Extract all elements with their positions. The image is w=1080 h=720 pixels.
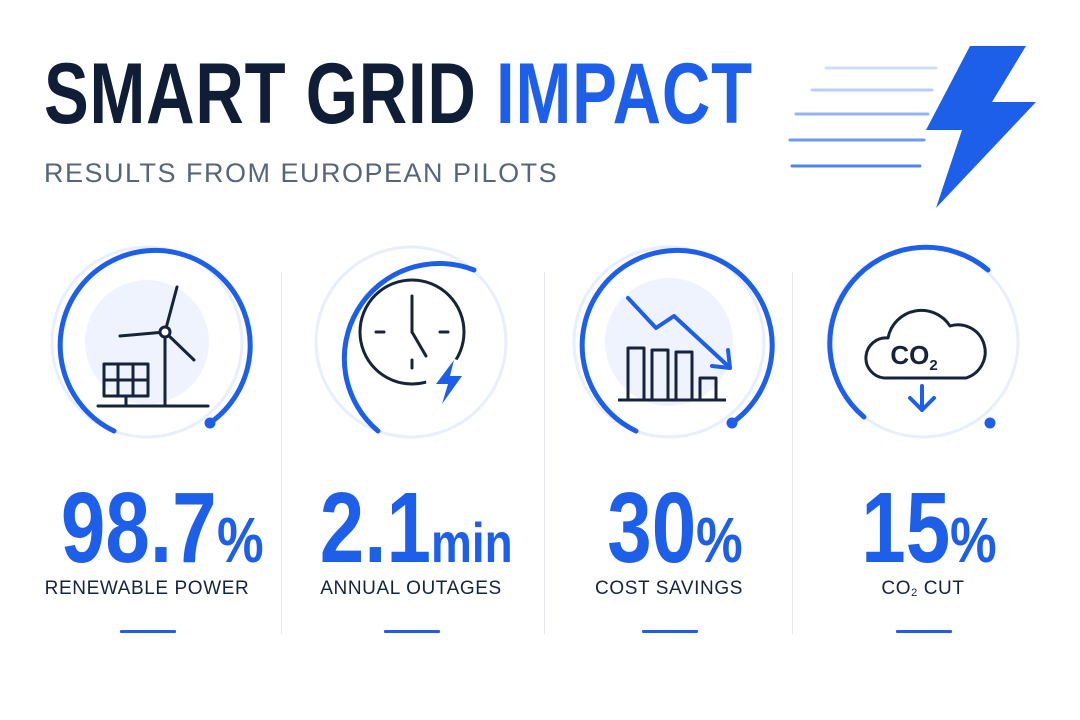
stat-value: 30% — [607, 472, 743, 584]
column-divider — [792, 272, 793, 634]
stat-card-co2-cut: CO2 15% CO2 CUT — [798, 240, 1048, 640]
stat-label: RENEWABLE POWER — [44, 578, 250, 599]
page-title: SMART GRID IMPACT — [44, 46, 753, 142]
page-subtitle: RESULTS FROM EUROPEAN PILOTS — [44, 158, 559, 188]
stat-label: COST SAVINGS — [595, 578, 743, 599]
stat-underline — [384, 630, 440, 633]
svg-text:CO2: CO2 — [890, 340, 937, 374]
stat-underline — [120, 630, 176, 633]
stat-value: 15% — [861, 472, 997, 584]
declining-bar-chart-icon — [572, 245, 775, 439]
stat-underline — [896, 630, 952, 633]
stat-value: 2.1min — [319, 472, 513, 584]
clock-lightning-icon — [314, 245, 508, 439]
co2-cloud-down-icon: CO2 — [826, 244, 1020, 439]
stat-underline — [642, 630, 698, 633]
stat-card-renewable-power: 98.7% RENEWABLE POWER — [22, 240, 272, 640]
stat-card-cost-savings: 30% COST SAVINGS — [544, 240, 794, 640]
header: SMART GRID IMPACT RESULTS FROM EUROPEAN … — [44, 40, 784, 200]
lightning-bolt-icon — [788, 46, 1036, 208]
stat-value: 98.7% — [60, 472, 264, 584]
column-divider — [281, 272, 282, 634]
stat-card-annual-outages: 2.1min ANNUAL OUTAGES — [286, 240, 536, 640]
stat-label: ANNUAL OUTAGES — [320, 578, 502, 599]
title-highlight: IMPACT — [496, 46, 753, 142]
title-primary: SMART GRID — [44, 46, 477, 142]
column-divider — [544, 272, 545, 634]
stat-label: CO2 CUT — [881, 578, 965, 599]
wind-turbine-solar-panel-icon — [50, 245, 253, 439]
